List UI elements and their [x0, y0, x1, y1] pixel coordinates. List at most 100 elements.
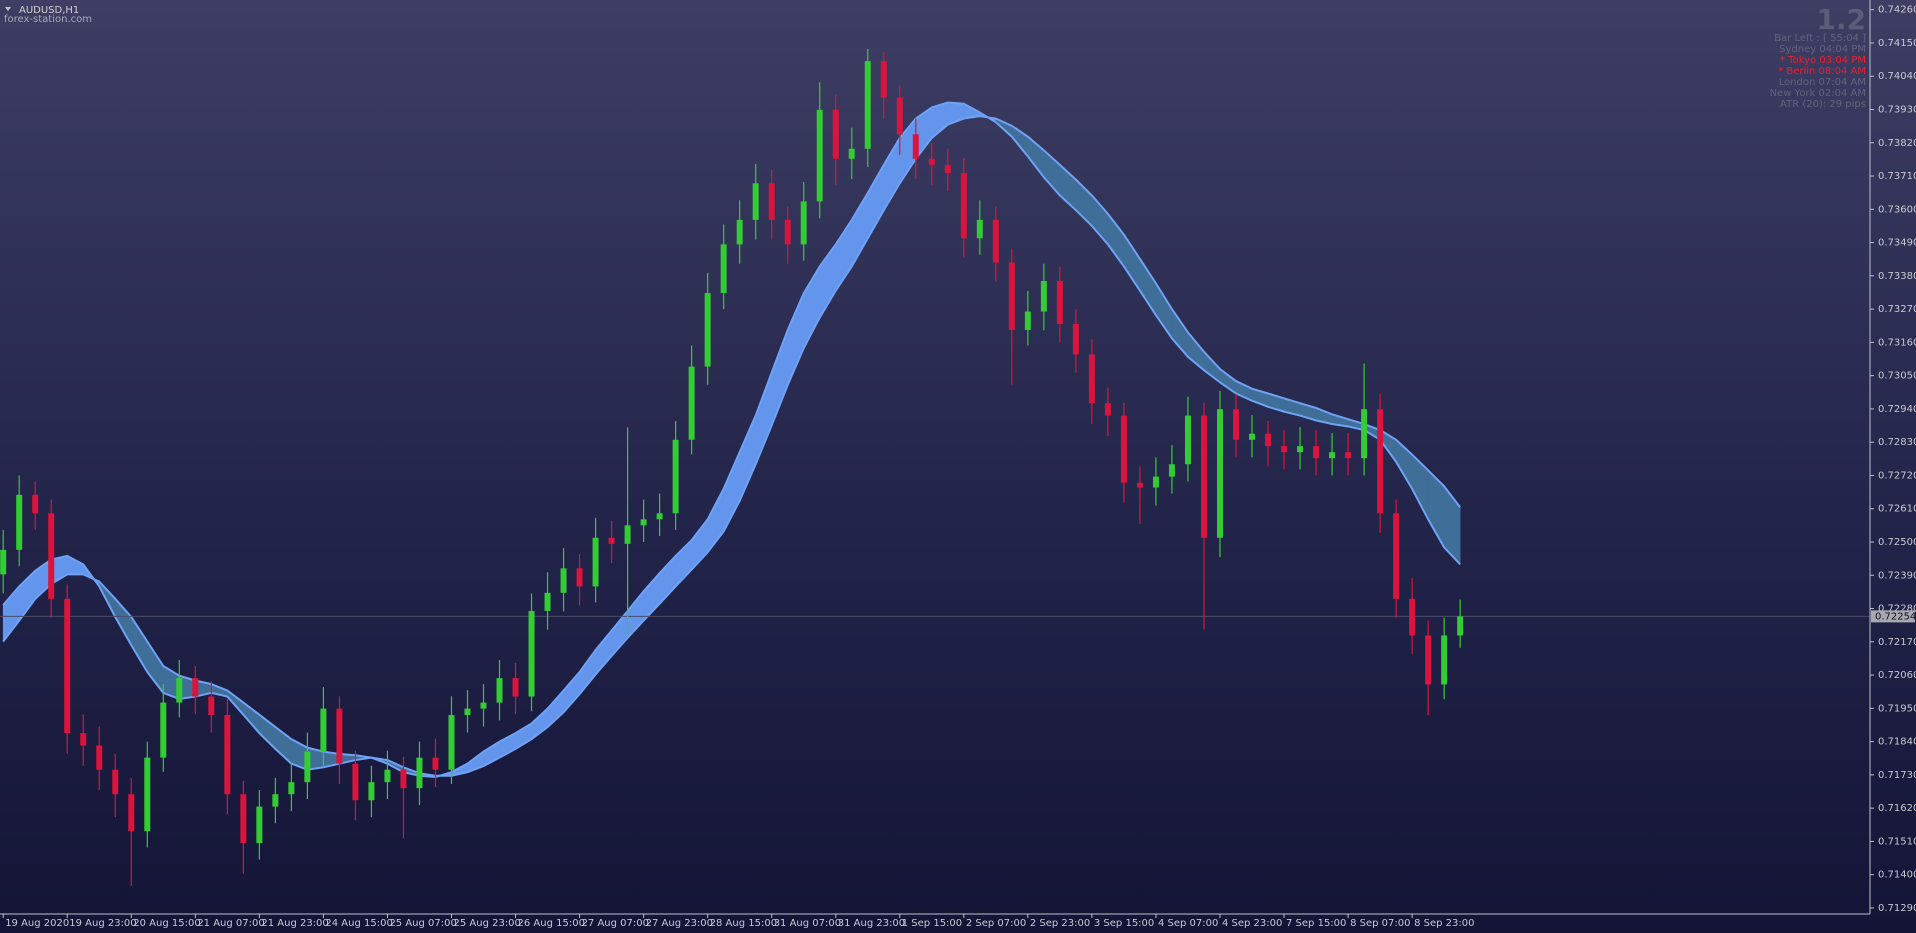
info-line: New York 02:04 AM: [1770, 88, 1866, 99]
candle-body: [544, 592, 551, 611]
candle-body: [1216, 409, 1223, 538]
info-line: Sydney 04:04 PM: [1779, 44, 1866, 55]
candle-body: [624, 525, 631, 544]
candle-body: [608, 537, 615, 544]
candle-body: [1409, 598, 1416, 636]
candle-body: [1056, 280, 1063, 324]
y-tick-label: 0.71290: [1878, 903, 1916, 914]
candle-body: [1313, 446, 1320, 459]
info-line: * Berlin 08:04 AM: [1778, 66, 1866, 77]
candle-body: [368, 782, 375, 801]
current-price-label: 0.72254: [1875, 611, 1916, 622]
candle-body: [32, 494, 39, 514]
candle-body: [1393, 513, 1400, 599]
candle-body: [1200, 415, 1207, 538]
candle-body: [448, 714, 455, 770]
candle-body: [976, 219, 983, 239]
candle-body: [864, 61, 871, 149]
candle-body: [560, 568, 567, 593]
x-tick-label: 21 Aug 23:00: [261, 918, 328, 929]
y-tick-label: 0.71730: [1878, 770, 1916, 781]
x-tick-label: 31 Aug 23:00: [838, 918, 905, 929]
candle-body: [160, 702, 167, 758]
current-price-box: [1871, 610, 1915, 623]
candle-body: [112, 769, 119, 795]
candle-body: [1088, 354, 1095, 404]
info-line: London 07:04 AM: [1779, 77, 1866, 88]
candle-body: [656, 513, 663, 520]
info-line: ATR (20): 29 pips: [1780, 99, 1866, 110]
candle-body: [1265, 433, 1272, 447]
y-tick-label: 0.72170: [1878, 637, 1916, 648]
candle-body: [832, 109, 839, 159]
candle-body: [16, 494, 23, 550]
symbol-label: AUDUSD,H1: [19, 5, 79, 16]
candle-body: [1441, 635, 1448, 685]
x-tick-label: 28 Aug 15:00: [710, 918, 777, 929]
candle-body: [1297, 446, 1304, 453]
candle-body: [1281, 446, 1288, 453]
candle-body: [880, 61, 887, 98]
x-tick-label: 20 Aug 15:00: [133, 918, 200, 929]
y-tick-label: 0.73820: [1878, 138, 1916, 149]
candle-body: [192, 678, 199, 697]
y-tick-label: 0.73710: [1878, 171, 1916, 182]
candle-body: [1136, 482, 1143, 488]
candle-body: [64, 598, 71, 734]
candle-body: [1024, 311, 1031, 330]
y-tick-label: 0.74150: [1878, 38, 1916, 49]
candle-body: [816, 109, 823, 202]
version-label: 1.2: [1816, 3, 1866, 36]
x-tick-label: 27 Aug 07:00: [582, 918, 649, 929]
candle-body: [1457, 616, 1464, 636]
candle-body: [416, 757, 423, 789]
candle-body: [288, 782, 295, 795]
candle-body: [304, 751, 311, 783]
candle-body: [48, 513, 55, 599]
candle-body: [1008, 262, 1015, 330]
candle-body: [464, 708, 471, 715]
x-tick-label: 25 Aug 23:00: [453, 918, 520, 929]
x-tick-label: 3 Sep 15:00: [1094, 918, 1154, 929]
candle-body: [528, 610, 535, 697]
x-tick-label: 2 Sep 07:00: [966, 918, 1026, 929]
y-tick-label: 0.72720: [1878, 470, 1916, 481]
y-tick-label: 0.71620: [1878, 803, 1916, 814]
x-tick-label: 24 Aug 15:00: [325, 918, 392, 929]
y-tick-label: 0.74040: [1878, 71, 1916, 82]
y-tick-label: 0.72610: [1878, 504, 1916, 515]
candle-body: [720, 244, 727, 294]
y-tick-label: 0.74260: [1878, 5, 1916, 16]
candle-body: [1249, 433, 1256, 440]
candle-body: [1425, 635, 1432, 685]
y-tick-label: 0.73270: [1878, 304, 1916, 315]
plot-area: [0, 48, 1870, 886]
candle-body: [400, 769, 407, 789]
candle-body: [1345, 452, 1352, 459]
candle-body: [272, 794, 279, 807]
candle-body: [1184, 415, 1191, 465]
candle-body: [688, 366, 695, 440]
candle-body: [176, 678, 183, 703]
candle-body: [912, 134, 919, 159]
candle-body: [128, 794, 135, 832]
info-line: * Tokyo 03:04 PM: [1780, 55, 1866, 66]
candle-body: [896, 97, 903, 135]
info-line: Bar Left : [ 55:04 ]: [1774, 33, 1866, 44]
y-tick-label: 0.71840: [1878, 737, 1916, 748]
y-tick-label: 0.73600: [1878, 204, 1916, 215]
fast-ma-line: [2, 101, 1461, 779]
x-tick-label: 8 Sep 23:00: [1414, 918, 1474, 929]
candle-body: [1377, 409, 1384, 514]
x-tick-label: 21 Aug 07:00: [197, 918, 264, 929]
candle-body: [1361, 409, 1368, 459]
menu-arrow: [5, 7, 11, 11]
candle-body: [672, 439, 679, 514]
y-tick-label: 0.72940: [1878, 404, 1916, 415]
candle-body: [320, 708, 327, 752]
candle-body: [96, 745, 103, 770]
candle-body: [1072, 323, 1079, 355]
y-tick-label: 0.72830: [1878, 437, 1916, 448]
